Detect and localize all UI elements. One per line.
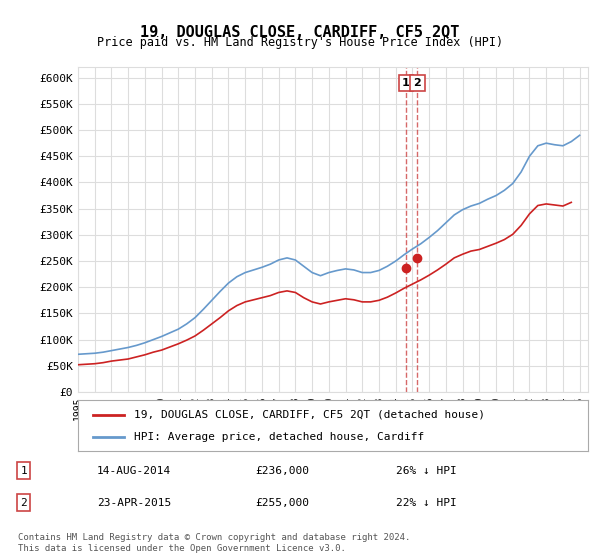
Text: 19, DOUGLAS CLOSE, CARDIFF, CF5 2QT: 19, DOUGLAS CLOSE, CARDIFF, CF5 2QT	[140, 25, 460, 40]
Text: 26% ↓ HPI: 26% ↓ HPI	[396, 465, 457, 475]
Text: 2: 2	[413, 78, 421, 88]
Text: 2: 2	[20, 498, 27, 508]
Text: 19, DOUGLAS CLOSE, CARDIFF, CF5 2QT (detached house): 19, DOUGLAS CLOSE, CARDIFF, CF5 2QT (det…	[134, 409, 485, 419]
Text: Contains HM Land Registry data © Crown copyright and database right 2024.
This d: Contains HM Land Registry data © Crown c…	[18, 533, 410, 553]
Text: 1: 1	[402, 78, 410, 88]
Text: 14-AUG-2014: 14-AUG-2014	[97, 465, 171, 475]
Text: 1: 1	[20, 465, 27, 475]
Text: Price paid vs. HM Land Registry's House Price Index (HPI): Price paid vs. HM Land Registry's House …	[97, 36, 503, 49]
Text: HPI: Average price, detached house, Cardiff: HPI: Average price, detached house, Card…	[134, 432, 424, 442]
Text: £255,000: £255,000	[255, 498, 309, 508]
Text: £236,000: £236,000	[255, 465, 309, 475]
Text: 22% ↓ HPI: 22% ↓ HPI	[396, 498, 457, 508]
Text: 23-APR-2015: 23-APR-2015	[97, 498, 171, 508]
